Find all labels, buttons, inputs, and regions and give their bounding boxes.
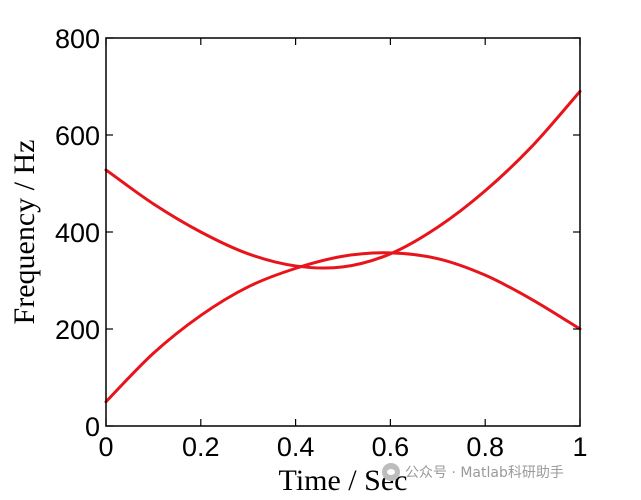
y-tick-label: 800 — [55, 24, 100, 54]
x-tick-label: 0.8 — [466, 432, 504, 462]
y-tick-label: 200 — [55, 315, 100, 345]
x-tick-label: 0.6 — [372, 432, 410, 462]
x-tick-label: 0.2 — [182, 432, 220, 462]
watermark-text: 公众号 · Matlab科研助手 — [405, 465, 564, 481]
y-axis-title: Frequency / Hz — [8, 140, 41, 325]
plot-frame — [105, 37, 581, 427]
series-lines — [104, 89, 582, 404]
wechat-icon — [382, 463, 400, 481]
x-tick-label: 0.4 — [277, 432, 315, 462]
y-tick-label: 600 — [55, 121, 100, 151]
series-line-2 — [104, 251, 582, 404]
watermark: 公众号 · Matlab科研助手 — [382, 462, 564, 482]
y-tick-label: 400 — [55, 218, 100, 248]
y-tick-label: 0 — [85, 412, 100, 442]
axis-ticks: 0 0.2 0.4 0.6 0.8 1 0 200 400 600 800 — [55, 24, 588, 462]
x-tick-label: 1 — [572, 432, 587, 462]
series-line-1 — [104, 89, 582, 270]
x-tick-label: 0 — [98, 432, 113, 462]
